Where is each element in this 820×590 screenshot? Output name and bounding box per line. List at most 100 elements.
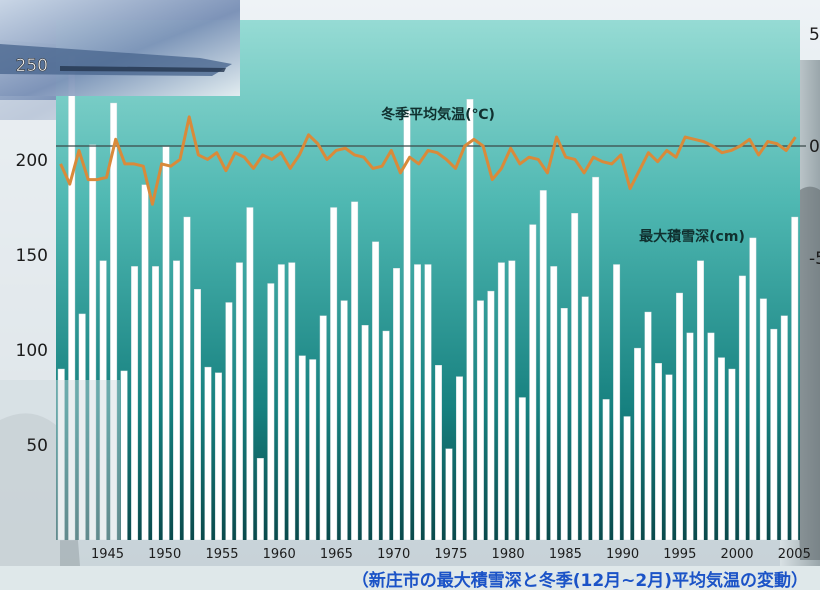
snow-depth-bar — [697, 260, 704, 541]
snow-depth-bar — [309, 359, 317, 541]
snow-bank-overlay — [0, 380, 120, 566]
snow-depth-bar — [445, 448, 453, 541]
left-axis-tick-label: 200 — [16, 151, 48, 171]
right-axis-ticks: 5 0 -5 — [809, 25, 820, 269]
snow-depth-bar — [424, 264, 432, 541]
snow-depth-bar — [435, 365, 442, 541]
snow-depth-bar — [770, 328, 778, 541]
snow-depth-bar — [414, 264, 421, 541]
snow-depth-bar — [749, 237, 757, 541]
x-axis-tick-label: 1960 — [263, 547, 296, 562]
snow-depth-bar — [235, 262, 243, 541]
temperature-series-line — [59, 115, 797, 206]
chart-caption: （新庄市の最大積雪深と冬季(12月~2月)平均気温の変動） — [351, 571, 808, 590]
snow-depth-bar — [550, 266, 558, 541]
snow-depth-bar — [183, 216, 191, 541]
snow-depth-bar — [99, 260, 107, 541]
x-axis-tick-label: 1950 — [148, 547, 181, 562]
snow-depth-bar — [487, 290, 495, 541]
snow-depth-bar — [571, 212, 579, 541]
snow-depth-bar — [592, 176, 600, 541]
snow-depth-bar — [581, 296, 589, 541]
snow-depth-bar — [361, 325, 369, 541]
snow-depth-bar — [686, 332, 694, 541]
snow-depth-bar — [717, 357, 725, 541]
snow-depth-bar — [393, 268, 401, 541]
snow-depth-bar — [267, 283, 275, 541]
snow-depth-bar — [529, 224, 537, 541]
right-axis-tick-label: 5 — [809, 25, 820, 45]
x-axis-tick-label: 1965 — [320, 547, 353, 562]
snow-depth-bar — [539, 190, 547, 541]
snow-depth-bar — [89, 144, 97, 541]
snow-depth-bar — [225, 302, 233, 541]
temperature-series-label: 冬季平均気温(℃) — [381, 106, 495, 123]
snow-depth-bar — [476, 300, 484, 541]
snow-depth-bar — [518, 397, 526, 541]
x-axis-tick-label: 1975 — [434, 547, 467, 562]
right-axis-tick-label: -5 — [809, 249, 820, 269]
x-axis-tick-label: 2000 — [720, 547, 753, 562]
snow-depth-bar — [602, 399, 610, 541]
snow-depth-bar — [738, 275, 746, 541]
snow-depth-bar — [194, 289, 201, 541]
snow-depth-bars — [57, 55, 799, 541]
temperature-line — [59, 115, 797, 206]
x-axis-tick-label: 1985 — [549, 547, 582, 562]
snow-depth-bar — [277, 264, 285, 541]
snow-depth-bar — [351, 201, 359, 541]
snow-depth-bar — [403, 110, 411, 541]
right-axis-tick-label: 0 — [809, 137, 820, 157]
left-axis-tick-label: 50 — [26, 436, 48, 456]
snow-depth-bar — [173, 260, 180, 541]
snow-depth-bar — [152, 266, 160, 541]
snow-depth-bar — [382, 330, 390, 541]
snow-depth-bar — [791, 216, 799, 541]
snow-depth-bar — [141, 184, 149, 541]
snow-depth-bar — [707, 332, 715, 541]
snow-depth-bar — [676, 292, 683, 541]
snow-depth-bar — [780, 315, 788, 541]
snow-depth-bar — [728, 368, 736, 541]
snow-depth-bar — [759, 298, 767, 541]
snow-depth-bar — [110, 102, 118, 541]
x-axis-tick-label: 1945 — [91, 547, 124, 562]
snow-depth-bar — [120, 370, 128, 541]
x-axis-tick-label: 1955 — [205, 547, 238, 562]
x-axis-tick-label: 1990 — [606, 547, 639, 562]
snow-depth-bar — [372, 241, 380, 541]
snow-depth-bar — [466, 98, 474, 541]
snow-depth-bar — [288, 262, 296, 541]
snow-depth-bar — [623, 416, 631, 541]
snow-depth-bar — [57, 368, 65, 541]
x-axis-tick-label: 2005 — [778, 547, 811, 562]
snow-depth-bar — [78, 313, 86, 541]
x-axis-tick-label: 1995 — [663, 547, 696, 562]
snow-depth-bar — [298, 355, 306, 541]
x-axis-ticks: 1945 1950 1955 1960 1965 1970 1975 1980 1985 1990… — [91, 547, 811, 562]
snow-depth-bar — [455, 376, 463, 541]
left-axis-ticks: 50 100 150 200 250 — [15, 56, 48, 456]
snow-depth-bar — [655, 363, 662, 541]
snow-depth-bar — [497, 262, 505, 541]
snow-depth-bar — [634, 347, 642, 541]
snow-depth-bar — [214, 372, 222, 541]
left-axis-tick-label: 150 — [16, 246, 48, 266]
snow-depth-bar — [319, 315, 327, 541]
snow-depth-series-label: 最大積雪深(cm) — [639, 228, 745, 245]
snow-depth-bar — [162, 146, 170, 541]
snow-depth-bar — [644, 311, 652, 541]
snow-depth-bar — [613, 264, 621, 541]
snow-depth-bar — [330, 207, 338, 541]
left-axis-tick-label: 100 — [16, 341, 48, 361]
snow-depth-bar — [256, 458, 264, 541]
x-axis-tick-label: 1980 — [492, 547, 525, 562]
snow-depth-bar — [204, 366, 212, 541]
snow-depth-bar — [340, 300, 348, 541]
snow-depth-bar — [246, 207, 254, 541]
x-axis-tick-label: 1970 — [377, 547, 410, 562]
roof-edge-shape — [60, 66, 226, 72]
snow-depth-bar — [560, 308, 568, 541]
